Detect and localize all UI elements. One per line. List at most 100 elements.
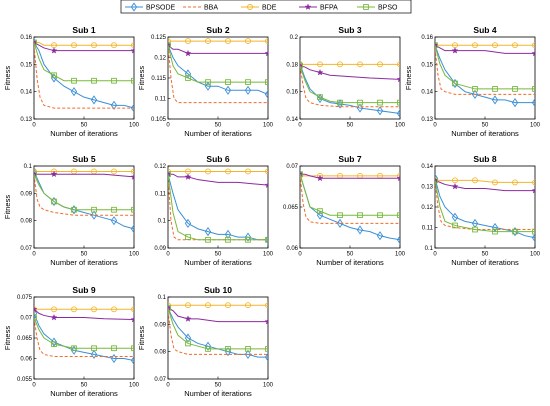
y-tick-label: 0.16 — [20, 35, 32, 41]
x-tick-label: 100 — [530, 252, 541, 258]
series-line — [300, 174, 400, 224]
data-point — [532, 86, 535, 92]
legend-item-bba: BBA — [183, 5, 218, 12]
series-bba — [435, 47, 535, 95]
y-tick-label: 0.1 — [158, 219, 167, 225]
data-point — [300, 62, 303, 69]
data-point — [317, 94, 323, 100]
data-point — [50, 337, 58, 347]
data-point — [265, 302, 268, 309]
data-point — [435, 42, 438, 49]
data-point — [396, 235, 400, 245]
series-line — [34, 174, 134, 216]
data-point — [131, 168, 134, 175]
data-point — [376, 231, 384, 241]
x-tick-label: 50 — [81, 252, 88, 258]
data-point — [245, 168, 251, 175]
data-point — [51, 198, 57, 205]
data-point — [111, 306, 117, 313]
data-point — [204, 227, 212, 237]
data-point — [472, 226, 478, 233]
data-point — [225, 168, 231, 175]
legend-marker-square — [363, 4, 369, 10]
y-tick-label: 0.15 — [20, 62, 32, 68]
series-bpsode — [34, 308, 134, 366]
data-point — [317, 61, 323, 68]
data-point — [168, 42, 171, 49]
series-line — [435, 45, 535, 104]
series-bba — [300, 65, 400, 108]
x-tick-label: 100 — [263, 252, 274, 258]
data-point — [50, 170, 58, 178]
legend-box — [120, 0, 412, 14]
x-tick-label: 100 — [395, 123, 406, 129]
y-tick-label: 0.16 — [286, 90, 298, 96]
y-tick-label: 0.13 — [20, 117, 32, 123]
series-bfpa — [168, 170, 268, 189]
data-point — [451, 182, 459, 190]
data-point — [184, 49, 192, 57]
data-point — [131, 206, 134, 213]
data-point — [90, 349, 98, 359]
data-point — [205, 236, 211, 243]
data-point — [185, 75, 191, 81]
series-bpso — [300, 171, 400, 219]
data-point — [205, 302, 211, 309]
y-tick-label: 0.09 — [154, 322, 166, 328]
series-bde — [34, 168, 134, 175]
data-point — [336, 218, 344, 228]
data-point — [185, 234, 191, 240]
data-point — [377, 99, 383, 106]
data-point — [337, 61, 343, 68]
series-line — [300, 64, 400, 115]
data-point — [70, 345, 78, 355]
y-tick-label: 0.18 — [286, 62, 298, 68]
data-point — [316, 68, 324, 76]
x-tick-label: 0 — [433, 252, 437, 258]
series-line — [435, 178, 535, 239]
series-bde — [300, 61, 400, 68]
y-tick-label: 0.14 — [421, 164, 433, 170]
x-tick-label: 0 — [166, 383, 170, 389]
x-tick-label: 50 — [347, 123, 354, 129]
series-bde — [168, 302, 268, 309]
x-tick-label: 50 — [81, 383, 88, 389]
data-point — [110, 353, 118, 364]
data-point — [111, 168, 117, 175]
data-point — [396, 108, 400, 119]
data-point — [204, 341, 212, 351]
series-line — [34, 317, 134, 349]
x-axis-label: Number of iterations — [184, 258, 252, 267]
subplot-title: Sub 3 — [338, 25, 361, 35]
data-point — [245, 346, 251, 352]
data-point — [70, 87, 78, 97]
data-point — [491, 95, 499, 105]
data-point — [472, 86, 478, 92]
data-point — [225, 302, 231, 309]
data-point — [168, 38, 171, 45]
legend-item-bpsode: BPSODE — [125, 2, 176, 12]
data-point — [472, 42, 478, 49]
data-point — [512, 42, 518, 49]
subplot-2: Sub 2 0 50 100 0.105 0.11 0.115 0.12 0.125 Number… — [137, 25, 274, 138]
x-tick-label: 100 — [129, 252, 140, 258]
series-bpsode — [300, 59, 400, 119]
series-bfpa — [34, 305, 134, 323]
data-point — [131, 42, 134, 49]
y-tick-label: 0.11 — [155, 97, 167, 103]
data-point — [111, 77, 117, 84]
data-point — [397, 172, 400, 179]
data-point — [472, 177, 478, 184]
series-bpsode — [34, 37, 134, 113]
data-point — [357, 61, 363, 68]
series-bpsode — [435, 40, 535, 108]
data-point — [337, 212, 343, 219]
series-bba — [300, 174, 400, 224]
y-tick-label: 0.055 — [17, 377, 33, 383]
series-line — [168, 45, 268, 83]
data-point — [168, 40, 172, 50]
y-tick-label: 0.06 — [20, 357, 32, 363]
data-point — [51, 341, 57, 348]
data-point — [130, 355, 134, 366]
y-tick-label: 0.105 — [151, 117, 167, 123]
